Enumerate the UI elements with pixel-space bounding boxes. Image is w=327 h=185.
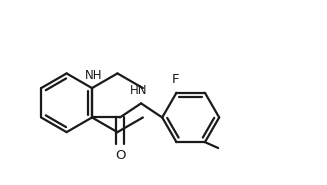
Text: HN: HN: [130, 85, 147, 97]
Text: O: O: [115, 149, 126, 162]
Text: NH: NH: [85, 69, 102, 82]
Text: F: F: [172, 73, 180, 86]
